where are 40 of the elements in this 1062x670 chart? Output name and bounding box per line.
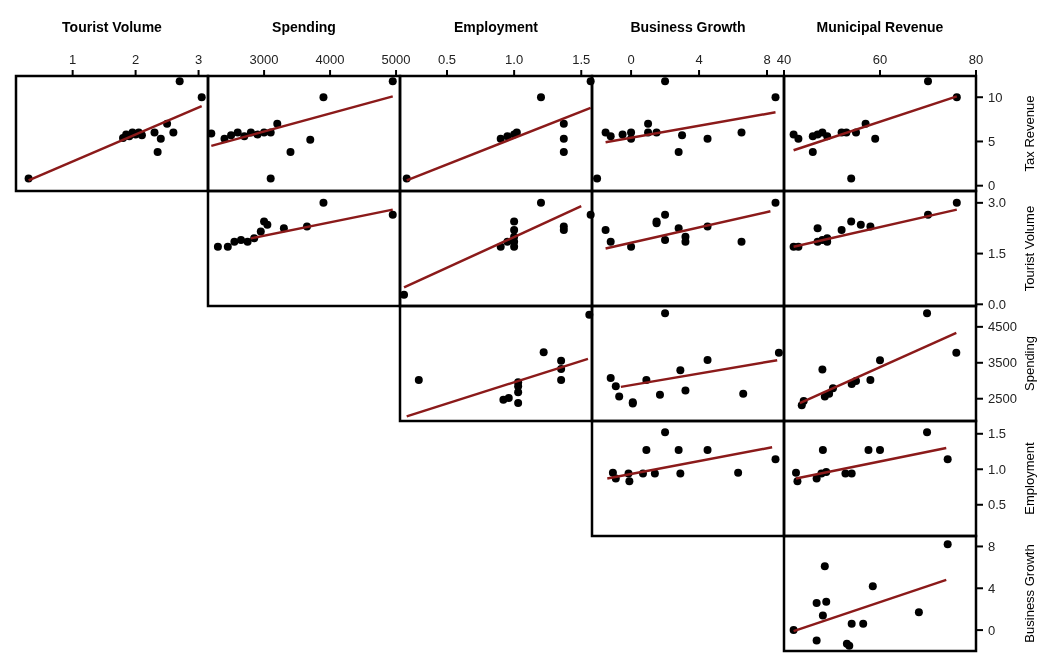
y-tick-label: 1.0 bbox=[988, 461, 1007, 477]
y-tick-label: 0.0 bbox=[988, 296, 1007, 312]
x-tick-label: 8 bbox=[763, 52, 771, 67]
x-tick-label: 5000 bbox=[381, 52, 411, 67]
x-axis-title: Business Growth bbox=[630, 19, 746, 35]
x-tick-label: 1 bbox=[69, 52, 77, 67]
y-tick-label: 10 bbox=[988, 89, 1003, 105]
y-tick-label: 3500 bbox=[988, 355, 1017, 371]
y-tick-label: 2500 bbox=[988, 391, 1017, 407]
x-tick-label: 4 bbox=[695, 52, 703, 67]
x-tick-label: 2 bbox=[131, 52, 140, 67]
y-tick-label: 3.0 bbox=[988, 195, 1007, 211]
y-tick-label: 4 bbox=[988, 580, 996, 596]
y-axis-title: Tourist Volume bbox=[1022, 205, 1037, 292]
y-axis-title: Employment bbox=[1022, 441, 1037, 515]
x-axis-title: Municipal Revenue bbox=[816, 19, 944, 35]
x-tick-label: 60 bbox=[872, 52, 888, 67]
y-tick-label: 5 bbox=[988, 134, 996, 150]
y-axis-title: Tax Revenue bbox=[1022, 95, 1037, 172]
x-tick-label: 80 bbox=[968, 52, 984, 67]
x-tick-label: 3000 bbox=[249, 52, 279, 67]
x-axis-title: Tourist Volume bbox=[62, 19, 163, 35]
x-axis-title: Spending bbox=[272, 19, 336, 35]
y-tick-label: 0.5 bbox=[988, 497, 1007, 513]
x-tick-label: 1.5 bbox=[572, 52, 591, 67]
x-tick-label: 4000 bbox=[315, 52, 345, 67]
y-tick-label: 0 bbox=[988, 178, 996, 194]
x-tick-label: 1.0 bbox=[505, 52, 524, 67]
y-tick-label: 1.5 bbox=[988, 246, 1007, 262]
x-tick-label: 3 bbox=[194, 52, 203, 67]
y-tick-label: 4500 bbox=[988, 319, 1017, 335]
x-axis-title: Employment bbox=[453, 19, 539, 35]
y-tick-label: 0 bbox=[988, 622, 996, 638]
y-tick-label: 1.5 bbox=[988, 426, 1007, 442]
y-axis-title: Business Growth bbox=[1022, 544, 1037, 643]
y-axis-title: Spending bbox=[1022, 336, 1037, 391]
x-tick-label: 0.5 bbox=[437, 52, 457, 67]
x-tick-label: 0 bbox=[627, 52, 635, 67]
y-tick-label: 8 bbox=[988, 539, 996, 554]
x-tick-label: 40 bbox=[776, 52, 792, 67]
